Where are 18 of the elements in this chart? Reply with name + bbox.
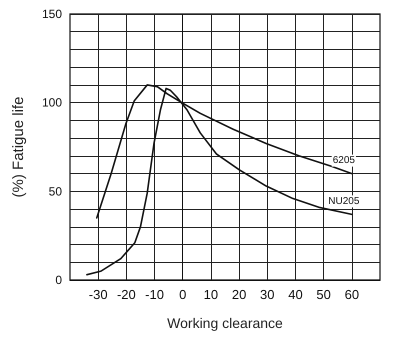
series-label: NU205 — [328, 196, 360, 207]
x-tick-label: 60 — [344, 287, 360, 302]
y-tick-label: 150 — [42, 7, 62, 21]
x-tick-label: 0 — [179, 287, 186, 302]
x-tick-label: 50 — [316, 287, 331, 302]
x-tick-label: 20 — [232, 287, 246, 302]
x-tick-label: -30 — [88, 287, 108, 302]
x-tick-label: 10 — [204, 287, 218, 302]
x-axis-title: Working clearance — [167, 315, 284, 331]
x-tick-label: 30 — [260, 287, 275, 302]
x-tick-label: 40 — [288, 287, 303, 302]
y-tick-label: 50 — [48, 184, 62, 198]
x-tick-label: -20 — [116, 287, 136, 302]
series-label: 6205 — [332, 155, 356, 166]
x-tick-label: -10 — [145, 287, 164, 302]
y-tick-label: 0 — [55, 273, 62, 287]
y-axis-title: (%) Fatigue life — [10, 96, 27, 198]
y-tick-label: 100 — [42, 96, 62, 110]
